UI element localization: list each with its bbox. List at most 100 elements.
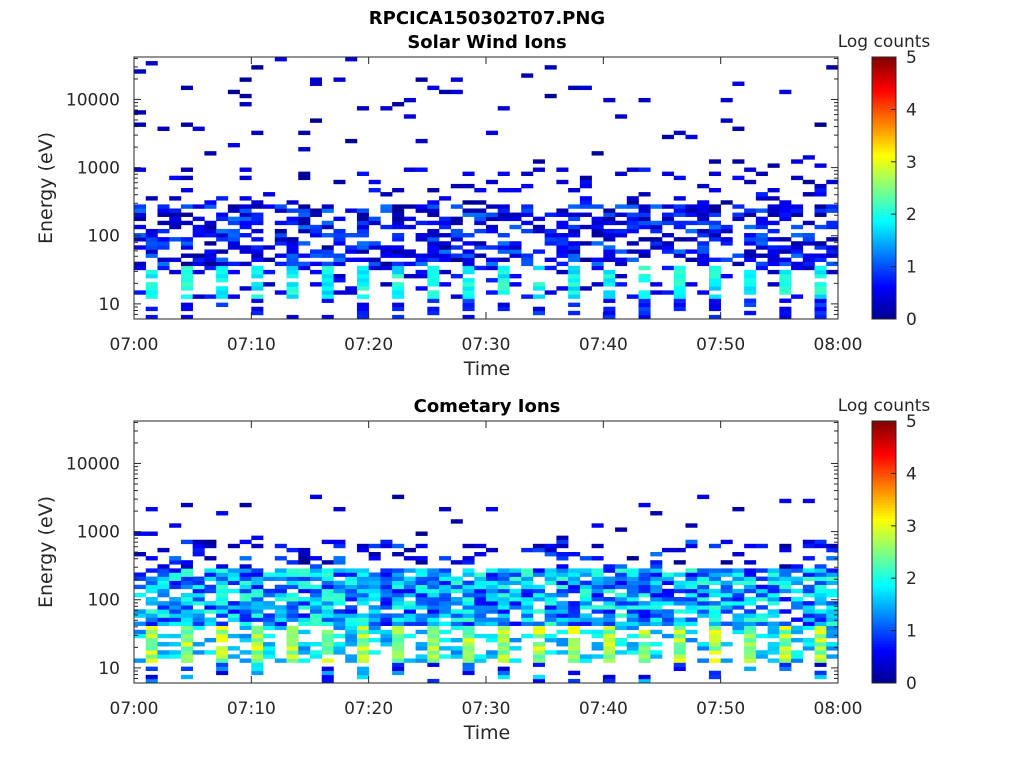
heatmap-cell: [603, 650, 616, 655]
heatmap-cell: [251, 601, 264, 606]
panel-title: Cometary Ions: [414, 396, 561, 417]
colorbar-segment: [872, 112, 896, 116]
heatmap-cell: [532, 584, 545, 590]
heatmap-cell: [310, 282, 323, 287]
heatmap-cell: [356, 572, 369, 577]
heatmap-cell: [720, 605, 733, 610]
heatmap-cell: [755, 576, 768, 581]
colorbar-segment: [872, 167, 896, 171]
heatmap-cell: [239, 572, 252, 577]
heatmap-cell: [227, 216, 240, 222]
heatmap-cell: [544, 609, 557, 614]
heatmap-cell: [732, 625, 745, 631]
heatmap-cell: [814, 282, 827, 287]
heatmap-cell: [356, 220, 369, 226]
heatmap-cell: [321, 592, 334, 598]
heatmap-cell: [415, 237, 428, 242]
heatmap-cell: [321, 666, 334, 672]
heatmap-cell: [403, 204, 416, 209]
heatmap-cell: [286, 220, 299, 226]
heatmap-cell: [779, 200, 792, 205]
heatmap-cell: [579, 580, 592, 586]
heatmap-cell: [356, 588, 369, 594]
heatmap-cell: [392, 637, 405, 643]
colorbar-segment: [872, 586, 896, 590]
heatmap-cell: [474, 633, 487, 639]
heatmap-cell: [180, 175, 193, 181]
heatmap-cell: [392, 670, 405, 676]
heatmap-cell: [755, 237, 768, 242]
heatmap-cell: [169, 621, 182, 626]
heatmap-cell: [462, 269, 475, 275]
heatmap-cell: [462, 278, 475, 283]
colorbar-segment: [872, 232, 896, 236]
heatmap-cell: [368, 580, 381, 586]
heatmap-cell: [544, 597, 557, 602]
heatmap-cell: [216, 637, 229, 643]
heatmap-cell: [685, 597, 698, 602]
heatmap-cell: [251, 282, 264, 287]
heatmap-cell: [673, 547, 686, 553]
heatmap-cell: [802, 621, 815, 626]
heatmap-cell: [286, 646, 299, 651]
heatmap-cell: [556, 564, 569, 569]
heatmap-cell: [145, 617, 158, 622]
heatmap-cell: [450, 228, 463, 234]
heatmap-cell: [157, 547, 170, 553]
heatmap-cell: [392, 572, 405, 577]
heatmap-cell: [826, 642, 839, 647]
heatmap-cell: [345, 576, 358, 581]
colorbar-segment: [872, 305, 896, 310]
heatmap-cell: [802, 192, 815, 197]
heatmap-cell: [251, 212, 264, 217]
heatmap-cell: [826, 576, 839, 581]
heatmap-cell: [180, 621, 193, 626]
heatmap-cell: [579, 592, 592, 598]
heatmap-cell: [321, 646, 334, 651]
x-axis-label: Time: [463, 358, 511, 380]
heatmap-cell: [486, 601, 499, 606]
x-tick-label: 07:30: [462, 699, 511, 719]
heatmap-cell: [169, 584, 182, 590]
heatmap-cell: [638, 605, 651, 610]
heatmap-cell: [251, 580, 264, 586]
colorbar-segment: [872, 533, 896, 537]
heatmap-cell: [791, 637, 804, 643]
heatmap-cell: [169, 654, 182, 659]
heatmap-cell: [321, 220, 334, 226]
heatmap-cell: [779, 261, 792, 267]
heatmap-cell: [145, 253, 158, 258]
heatmap-cell: [544, 617, 557, 622]
heatmap-cell: [321, 273, 334, 279]
heatmap-cell: [192, 552, 205, 557]
heatmap-cell: [708, 629, 721, 635]
heatmap-cell: [626, 580, 639, 586]
heatmap-cell: [568, 650, 581, 655]
heatmap-cell: [591, 633, 604, 639]
heatmap-cell: [298, 224, 311, 230]
heatmap-cell: [615, 580, 628, 586]
heatmap-cell: [227, 576, 240, 581]
heatmap-cell: [486, 257, 499, 262]
heatmap-cell: [450, 597, 463, 602]
heatmap-cell: [826, 208, 839, 213]
heatmap-cell: [615, 625, 628, 631]
heatmap-cell: [708, 572, 721, 577]
colorbar-segment: [872, 277, 896, 281]
heatmap-cell: [814, 290, 827, 295]
heatmap-cell: [626, 572, 639, 577]
heatmap-cell: [626, 228, 639, 234]
heatmap-cell: [744, 273, 757, 279]
heatmap-cell: [532, 282, 545, 287]
heatmap-cell: [544, 257, 557, 262]
heatmap-cell: [544, 580, 557, 586]
colorbar-segment: [872, 441, 896, 446]
heatmap-cell: [450, 601, 463, 606]
heatmap-cell: [180, 220, 193, 226]
heatmap-cell: [333, 584, 346, 590]
heatmap-cell: [556, 543, 569, 549]
heatmap-cell: [321, 568, 334, 573]
heatmap-cell: [744, 617, 757, 622]
heatmap-cell: [392, 314, 405, 320]
